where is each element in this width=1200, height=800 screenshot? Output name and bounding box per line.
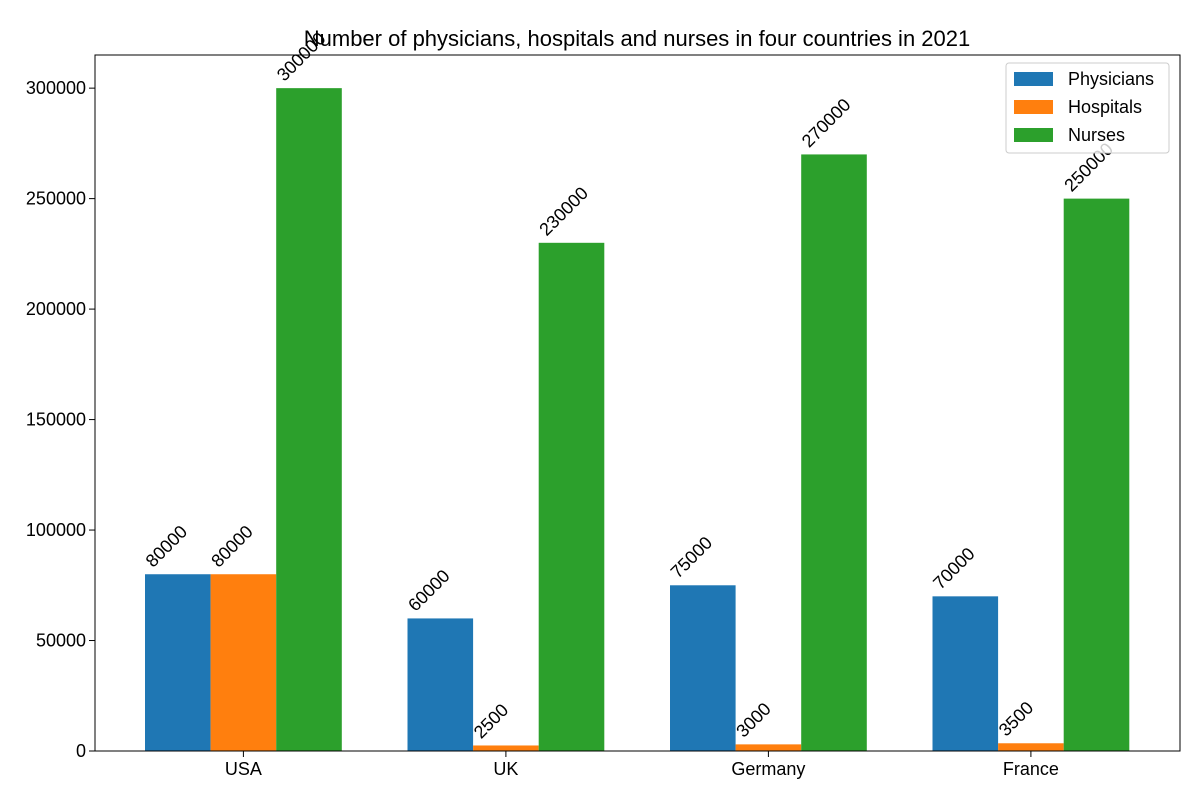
bar-nurses-germany [801,154,867,751]
y-tick-label: 200000 [26,299,86,319]
legend-swatch-physicians [1014,72,1053,86]
x-tick-label: France [1003,759,1059,779]
x-tick-label: USA [225,759,262,779]
data-label: 270000 [798,95,855,152]
data-label: 2500 [470,700,512,742]
bar-hospitals-usa [210,574,277,751]
bar-nurses-uk [538,242,605,752]
data-label: 300000 [273,28,330,85]
data-label: 3000 [732,699,774,741]
legend-label-physicians: Physicians [1068,69,1154,89]
y-tick-label: 150000 [26,410,86,430]
legend: Physicians Hospitals Nurses [1005,62,1170,154]
data-label: 70000 [929,544,979,594]
data-label: 230000 [535,183,592,240]
legend-label-hospitals: Hospitals [1068,97,1142,117]
y-tick-label: 100000 [26,520,86,540]
x-tick-label: UK [493,759,518,779]
bar-nurses-france [1063,198,1130,752]
legend-label-nurses: Nurses [1068,125,1125,145]
bar-hospitals-france [998,743,1064,751]
data-label: 80000 [207,522,257,572]
data-label: 75000 [667,533,717,583]
bar-physicians-usa [145,574,211,751]
plot-frame [94,54,1181,752]
bar-hospitals-germany [735,744,802,751]
data-label: 60000 [404,566,454,616]
legend-swatch-hospitals [1014,100,1053,114]
legend-swatch-nurses [1014,128,1053,142]
y-tick-label: 50000 [36,631,86,651]
bar-physicians-france [932,596,999,751]
bar-physicians-germany [670,585,736,751]
data-label: 3500 [995,698,1037,740]
y-tick-label: 300000 [26,78,86,98]
x-tick-label: Germany [731,759,805,779]
y-tick-label: 0 [76,741,86,761]
bar-physicians-uk [407,618,474,751]
y-tick-label: 250000 [26,189,86,209]
bar-hospitals-uk [473,745,539,751]
bars-layer [145,88,1130,752]
bar-nurses-usa [276,88,342,751]
data-label: 80000 [142,522,192,572]
chart-title: Number of physicians, hospitals and nurs… [304,26,970,51]
axes-layer: 0 50000 100000 150000 200000 250000 300000 USA U… [26,54,1181,779]
